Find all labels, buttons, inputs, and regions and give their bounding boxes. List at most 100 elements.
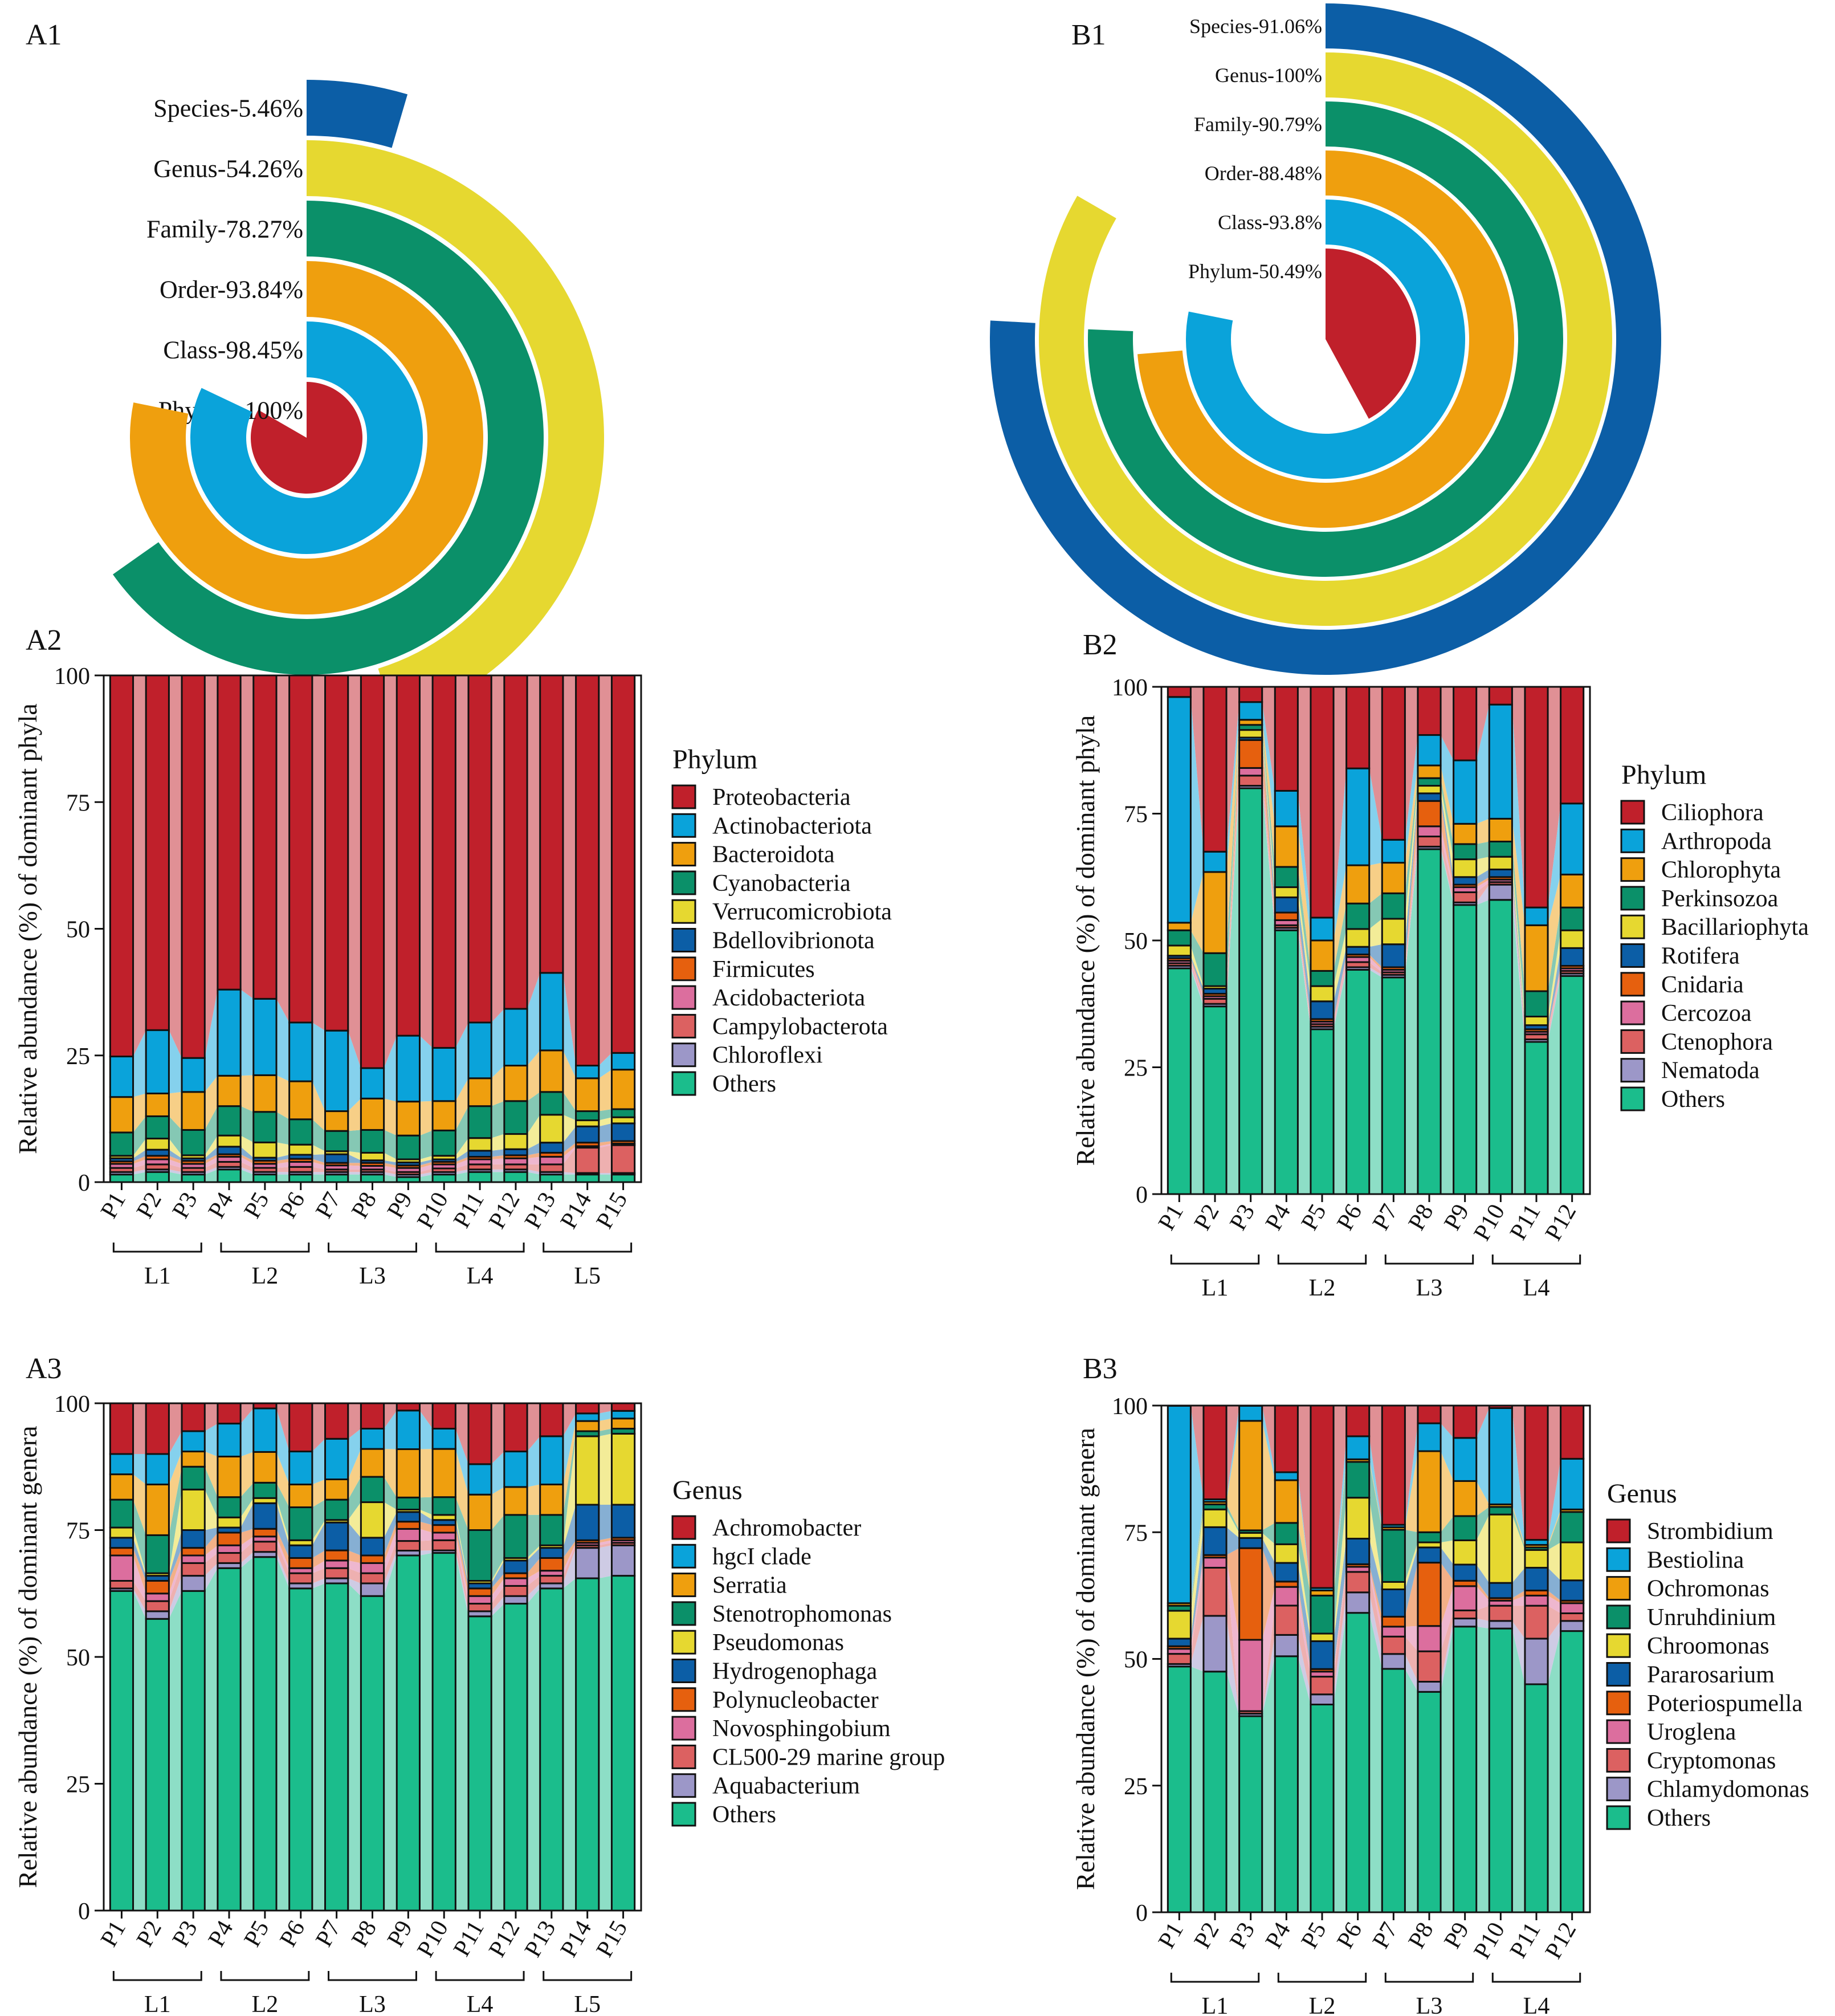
flow-band-others xyxy=(1298,930,1311,1194)
bar-segment-bacillariophyta-p5 xyxy=(1310,985,1335,1003)
flow-band-stenotrophomonas xyxy=(205,1467,218,1518)
flow-band-ctenophora xyxy=(1476,882,1490,903)
flow-band-poteriospumella xyxy=(1262,1548,1275,1640)
flow-band-polynucleobacter xyxy=(419,1521,433,1533)
flow-band-arthropoda xyxy=(1262,702,1275,826)
flow-band-novosphingobium xyxy=(527,1570,540,1586)
flow-band-novosphingobium xyxy=(312,1560,325,1574)
flow-band-poteriospumella xyxy=(1226,1548,1239,1640)
bar-segment-hgci-clade-p12 xyxy=(503,1451,528,1488)
bar-segment-ochromonas-p4 xyxy=(1274,1479,1299,1524)
flow-band-ciliophora xyxy=(1548,687,1561,908)
bar-segment-novosphingobium-p10 xyxy=(431,1532,456,1541)
group-bracket-l3 xyxy=(1384,1255,1474,1265)
bar-segment-stenotrophomonas-p12 xyxy=(503,1514,528,1559)
flow-band-chlamydomonas xyxy=(1476,1618,1490,1629)
flow-band-cl500-29-marine-group xyxy=(598,1542,612,1548)
bar-segment-chroomonas-p12 xyxy=(1560,1541,1585,1582)
radial-label-species-91-06: Species-91.06% xyxy=(1189,15,1322,38)
flow-band-others xyxy=(1190,968,1204,1194)
flow-band-verrucomicrobiota xyxy=(419,1155,433,1163)
bar-segment-actinobacteriota-p10 xyxy=(431,1046,456,1102)
bar-segment-chroomonas-p10 xyxy=(1488,1513,1513,1584)
bar-segment-ciliophora-p12 xyxy=(1560,686,1585,805)
flow-band-firmicutes xyxy=(133,1155,146,1164)
bar-segment-proteobacteria-p2 xyxy=(145,674,170,1031)
bar-segment-hgci-clade-p15 xyxy=(610,1410,636,1420)
radial-bar-class-98-45 xyxy=(190,321,423,554)
legend-swatch-polynucleobacter xyxy=(671,1687,696,1712)
bar-segment-bacteroidota-p13 xyxy=(539,1049,564,1093)
flow-band-acidobacteriota xyxy=(419,1164,433,1172)
bar-segment-strombidium-p7 xyxy=(1381,1404,1406,1526)
flow-band-chlorophyta xyxy=(1512,818,1525,991)
bar-segment-perkinsozoa-p12 xyxy=(1560,906,1585,931)
group-label-l4: L4 xyxy=(1523,1275,1550,1301)
flow-band-cl500-29-marine-group xyxy=(169,1563,182,1611)
flow-band-chlorophyta xyxy=(1476,818,1490,844)
bar-segment-stenotrophomonas-p3 xyxy=(181,1465,206,1490)
legend-label-others: Others xyxy=(712,1071,776,1097)
flow-band-aquabacterium xyxy=(419,1550,433,1555)
bar-segment-cl500-29-marine-group-p5 xyxy=(252,1541,278,1553)
flow-band-rotifera xyxy=(1298,897,1311,1019)
flow-band-cercozoa xyxy=(1441,826,1454,893)
flow-band-bestiolina xyxy=(1262,1406,1275,1481)
flow-band-acidobacteriota xyxy=(169,1159,182,1168)
bar-segment-polynucleobacter-p9 xyxy=(395,1521,421,1530)
bar-segment-bacillariophyta-p6 xyxy=(1345,928,1371,948)
legend-label-perkinsozoa: Perkinsozoa xyxy=(1661,886,1779,912)
flow-band-achromobacter xyxy=(169,1403,182,1454)
bar-segment-chlamydomonas-p9 xyxy=(1453,1618,1478,1628)
bar-segment-pararosarium-p9 xyxy=(1453,1563,1478,1582)
radial-label-order-88-48: Order-88.48% xyxy=(1205,162,1322,185)
flow-band-poteriospumella xyxy=(1369,1564,1383,1627)
flow-band-serratia xyxy=(169,1451,182,1536)
flow-band-others xyxy=(1476,1626,1490,1912)
flow-band-chroomonas xyxy=(1334,1497,1347,1642)
bar-segment-ciliophora-p11 xyxy=(1524,686,1549,909)
flow-band-cryptomonas xyxy=(1548,1606,1561,1639)
bar-segment-achromobacter-p6 xyxy=(288,1402,313,1453)
bar-segment-hydrogenophaga-p8 xyxy=(360,1537,385,1557)
flow-band-chlamydomonas xyxy=(1512,1620,1525,1684)
legend-swatch-pararosarium xyxy=(1606,1662,1631,1687)
bar-segment-unruhdinium-p9 xyxy=(1453,1515,1478,1541)
flow-band-ciliophora xyxy=(1262,687,1275,791)
bar-segment-cl500-29-marine-group-p7 xyxy=(324,1567,349,1579)
bar-segment-cyanobacteria-p7 xyxy=(324,1130,349,1152)
bar-segment-verrucomicrobiota-p12 xyxy=(503,1133,528,1150)
stacked-bar-chart-a2: 0 25 50 75 100 Relative abundance (%) of domi… xyxy=(13,663,892,1289)
bar-segment-others-p4 xyxy=(1274,929,1299,1195)
flow-band-firmicutes xyxy=(455,1156,468,1164)
bar-segment-actinobacteriota-p8 xyxy=(360,1067,385,1099)
bar-segment-cyanobacteria-p15 xyxy=(610,1108,636,1118)
bar-segment-rotifera-p10 xyxy=(1488,868,1513,878)
flow-band-ctenophora xyxy=(1226,775,1239,1004)
flow-band-uroglena xyxy=(1441,1586,1454,1652)
bar-segment-pseudomonas-p8 xyxy=(360,1501,385,1539)
flow-band-pseudomonas xyxy=(491,1558,504,1583)
bar-segment-uroglena-p2 xyxy=(1202,1557,1228,1569)
flow-band-actinobacteriota xyxy=(491,1008,504,1078)
bar-segment-bdellovibrionota-p13 xyxy=(539,1142,564,1154)
flow-band-rotifera xyxy=(1262,738,1275,913)
bar-segment-strombidium-p11 xyxy=(1524,1404,1549,1541)
flow-band-achromobacter xyxy=(455,1403,468,1464)
flow-band-arthropoda xyxy=(1441,735,1454,824)
flow-band-achromobacter xyxy=(419,1403,433,1429)
flow-band-ctenophora xyxy=(1512,882,1525,1040)
bar-segment-others-p7 xyxy=(1381,976,1406,1195)
flow-band-uroglena xyxy=(1226,1557,1239,1712)
flow-band-bdellovibrionota xyxy=(419,1159,433,1166)
flow-band-bdellovibrionota xyxy=(276,1154,289,1161)
flow-band-achromobacter xyxy=(133,1403,146,1454)
flow-band-bacillariophyta xyxy=(1190,945,1204,989)
flow-band-hydrogenophaga xyxy=(133,1537,146,1581)
legend-swatch-bdellovibrionota xyxy=(671,928,696,952)
flow-band-poteriospumella xyxy=(1548,1590,1561,1603)
bar-segment-actinobacteriota-p6 xyxy=(288,1021,313,1082)
bar-segment-cyanobacteria-p2 xyxy=(145,1115,170,1140)
bar-segment-unruhdinium-p6 xyxy=(1345,1461,1371,1499)
flow-band-aquabacterium xyxy=(455,1550,468,1616)
